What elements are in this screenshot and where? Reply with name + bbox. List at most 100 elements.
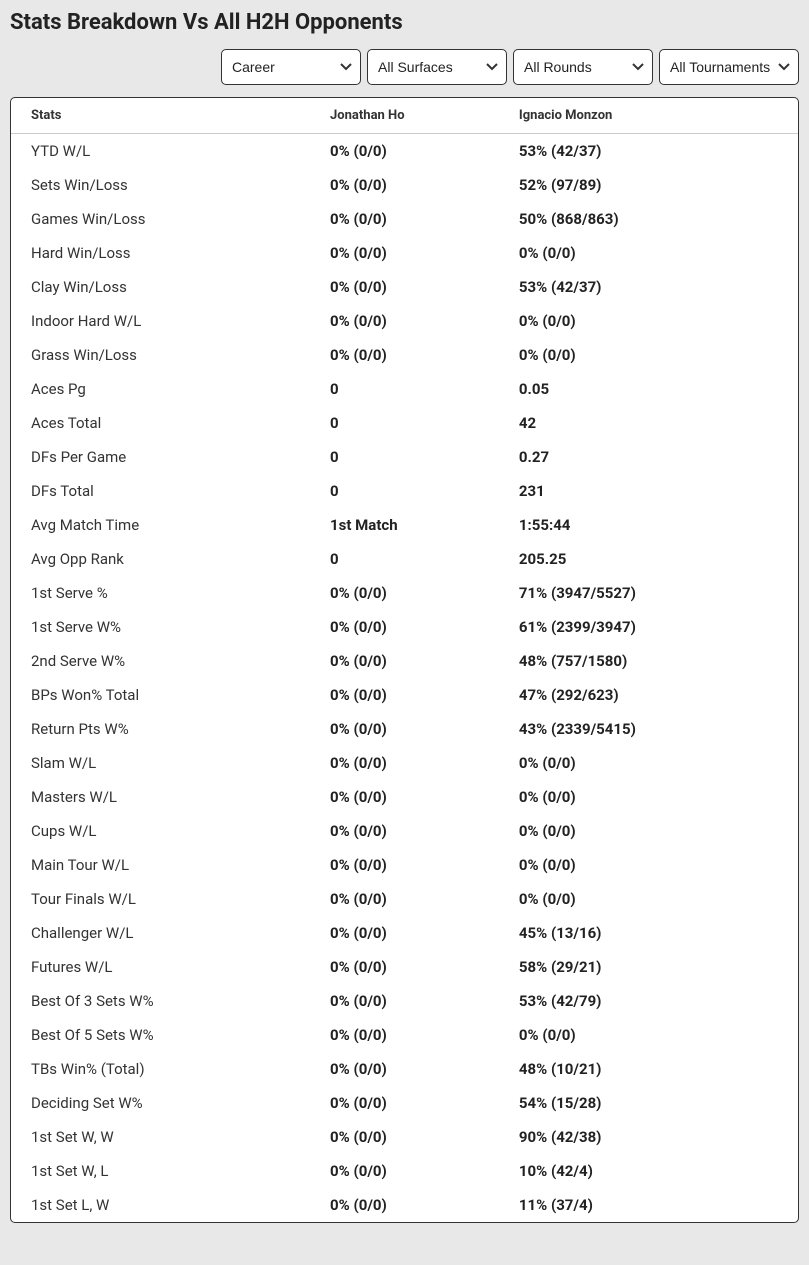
tournaments-select[interactable]: All Tournaments [659,49,799,85]
stat-value-player2: 0% (0/0) [499,304,798,338]
stats-tbody: YTD W/L0% (0/0)53% (42/37)Sets Win/Loss0… [11,134,798,1223]
table-row: 1st Set W, W0% (0/0)90% (42/38) [11,1120,798,1154]
stat-label: TBs Win% (Total) [11,1052,310,1086]
stat-value-player1: 0% (0/0) [310,168,499,202]
surfaces-select[interactable]: All Surfaces [367,49,507,85]
stat-label: Avg Opp Rank [11,542,310,576]
stat-label: Tour Finals W/L [11,882,310,916]
table-row: Aces Pg00.05 [11,372,798,406]
stat-value-player1: 1st Match [310,508,499,542]
stat-label: Best Of 5 Sets W% [11,1018,310,1052]
stat-value-player2: 0.05 [499,372,798,406]
stat-label: Aces Pg [11,372,310,406]
table-row: Best Of 5 Sets W%0% (0/0)0% (0/0) [11,1018,798,1052]
table-row: Grass Win/Loss0% (0/0)0% (0/0) [11,338,798,372]
table-row: 2nd Serve W%0% (0/0)48% (757/1580) [11,644,798,678]
stat-label: Aces Total [11,406,310,440]
stat-label: Return Pts W% [11,712,310,746]
stat-value-player1: 0% (0/0) [310,338,499,372]
rounds-select[interactable]: All Rounds [513,49,653,85]
table-row: Hard Win/Loss0% (0/0)0% (0/0) [11,236,798,270]
stat-value-player1: 0% (0/0) [310,1120,499,1154]
stat-value-player1: 0 [310,406,499,440]
stat-value-player2: 0% (0/0) [499,746,798,780]
stat-value-player2: 54% (15/28) [499,1086,798,1120]
career-select[interactable]: Career [221,49,361,85]
stat-value-player2: 205.25 [499,542,798,576]
stat-value-player1: 0% (0/0) [310,304,499,338]
table-row: YTD W/L0% (0/0)53% (42/37) [11,134,798,169]
stat-value-player2: 58% (29/21) [499,950,798,984]
table-row: Cups W/L0% (0/0)0% (0/0) [11,814,798,848]
stat-value-player2: 0% (0/0) [499,780,798,814]
stat-label: 1st Set W, L [11,1154,310,1188]
table-row: Avg Match Time1st Match1:55:44 [11,508,798,542]
table-row: Aces Total042 [11,406,798,440]
stat-value-player1: 0% (0/0) [310,780,499,814]
stat-label: Challenger W/L [11,916,310,950]
stat-value-player1: 0% (0/0) [310,576,499,610]
stat-label: Indoor Hard W/L [11,304,310,338]
stat-value-player2: 0.27 [499,440,798,474]
stat-value-player2: 0% (0/0) [499,882,798,916]
stat-value-player2: 0% (0/0) [499,814,798,848]
stat-label: 1st Set W, W [11,1120,310,1154]
stat-value-player1: 0% (0/0) [310,202,499,236]
stats-breakdown-container: Stats Breakdown Vs All H2H Opponents Car… [0,0,809,1233]
stat-value-player1: 0% (0/0) [310,270,499,304]
stat-value-player1: 0% (0/0) [310,712,499,746]
table-row: 1st Set L, W0% (0/0)11% (37/4) [11,1188,798,1222]
stat-value-player1: 0% (0/0) [310,848,499,882]
stat-label: 2nd Serve W% [11,644,310,678]
stat-value-player2: 48% (10/21) [499,1052,798,1086]
table-row: Main Tour W/L0% (0/0)0% (0/0) [11,848,798,882]
stat-value-player1: 0% (0/0) [310,882,499,916]
stat-value-player1: 0% (0/0) [310,814,499,848]
stat-label: Hard Win/Loss [11,236,310,270]
stat-value-player2: 0% (0/0) [499,236,798,270]
stat-label: Sets Win/Loss [11,168,310,202]
stat-label: YTD W/L [11,134,310,169]
stat-value-player1: 0 [310,542,499,576]
stat-value-player1: 0% (0/0) [310,644,499,678]
column-header-stats: Stats [11,98,310,134]
table-row: Masters W/L0% (0/0)0% (0/0) [11,780,798,814]
table-row: Futures W/L0% (0/0)58% (29/21) [11,950,798,984]
stat-label: 1st Serve W% [11,610,310,644]
stat-label: DFs Total [11,474,310,508]
table-row: Tour Finals W/L0% (0/0)0% (0/0) [11,882,798,916]
table-row: Avg Opp Rank0205.25 [11,542,798,576]
stat-value-player2: 90% (42/38) [499,1120,798,1154]
stat-label: 1st Serve % [11,576,310,610]
stat-value-player1: 0% (0/0) [310,1086,499,1120]
filter-bar: Career All Surfaces All Rounds All Tourn… [10,49,799,85]
table-row: Best Of 3 Sets W%0% (0/0)53% (42/79) [11,984,798,1018]
stat-value-player2: 53% (42/79) [499,984,798,1018]
page-title: Stats Breakdown Vs All H2H Opponents [10,10,799,35]
stat-value-player1: 0% (0/0) [310,1154,499,1188]
stat-label: Masters W/L [11,780,310,814]
stat-value-player1: 0% (0/0) [310,678,499,712]
table-row: DFs Per Game00.27 [11,440,798,474]
stat-value-player2: 50% (868/863) [499,202,798,236]
stat-value-player2: 10% (42/4) [499,1154,798,1188]
stat-value-player2: 53% (42/37) [499,270,798,304]
table-row: TBs Win% (Total)0% (0/0)48% (10/21) [11,1052,798,1086]
stat-value-player1: 0% (0/0) [310,1188,499,1222]
table-row: Return Pts W%0% (0/0)43% (2339/5415) [11,712,798,746]
stat-value-player1: 0 [310,440,499,474]
stat-value-player2: 48% (757/1580) [499,644,798,678]
stat-label: 1st Set L, W [11,1188,310,1222]
stats-table-wrap: Stats Jonathan Ho Ignacio Monzon YTD W/L… [10,97,799,1223]
stat-label: BPs Won% Total [11,678,310,712]
stat-label: Deciding Set W% [11,1086,310,1120]
stat-value-player2: 53% (42/37) [499,134,798,169]
stat-value-player1: 0% (0/0) [310,134,499,169]
stat-value-player1: 0 [310,474,499,508]
stat-value-player2: 11% (37/4) [499,1188,798,1222]
stat-value-player1: 0% (0/0) [310,746,499,780]
stats-table: Stats Jonathan Ho Ignacio Monzon YTD W/L… [11,98,798,1222]
stat-value-player1: 0% (0/0) [310,610,499,644]
stat-label: Slam W/L [11,746,310,780]
stat-label: DFs Per Game [11,440,310,474]
